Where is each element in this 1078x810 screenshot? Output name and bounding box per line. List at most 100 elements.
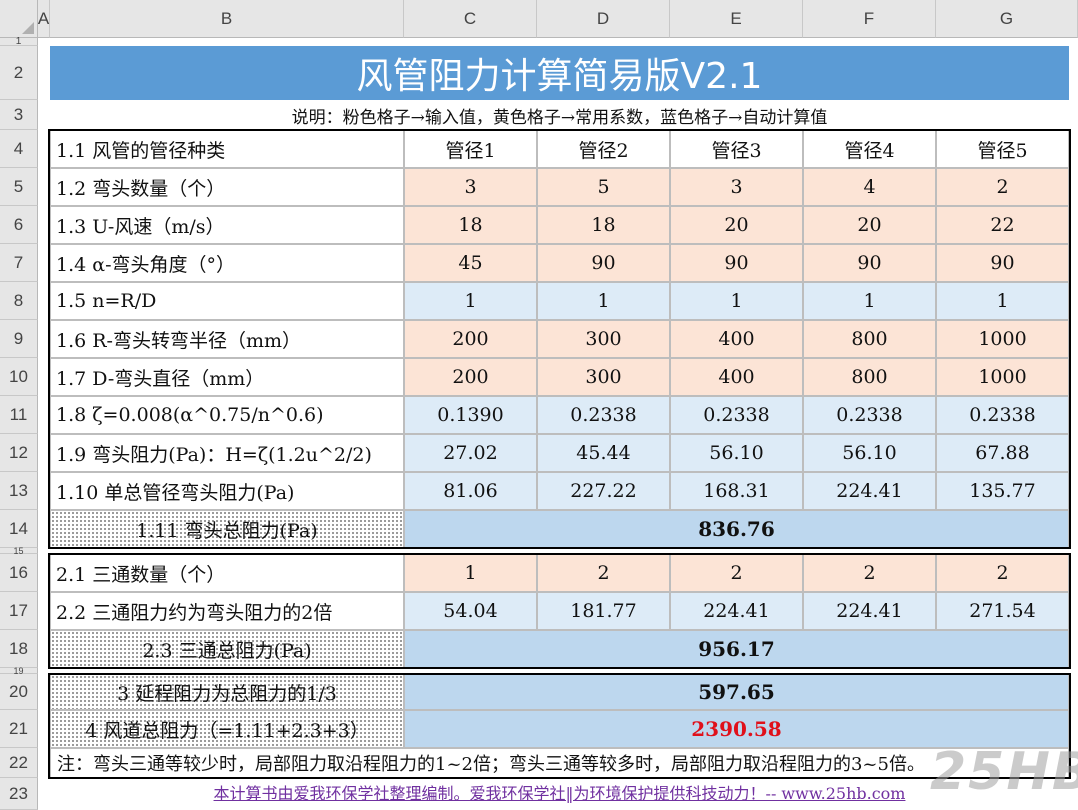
- row-label[interactable]: 1.10 单总管径弯头阻力(Pa): [50, 472, 404, 510]
- value-cell[interactable]: 1: [404, 554, 537, 592]
- row-label[interactable]: 1.6 R-弯头转弯半径（mm）: [50, 320, 404, 358]
- value-cell[interactable]: 管径5: [936, 130, 1069, 168]
- value-cell[interactable]: 1000: [936, 358, 1069, 396]
- value-cell[interactable]: 45: [404, 244, 537, 282]
- footnote[interactable]: 注：弯头三通等较少时，局部阻力取沿程阻力的1~2倍；弯头三通等较多时，局部阻力取…: [50, 748, 1069, 778]
- value-cell[interactable]: 200: [404, 320, 537, 358]
- value-cell[interactable]: 90: [537, 244, 670, 282]
- value-cell[interactable]: 5: [537, 168, 670, 206]
- column-header-a[interactable]: A: [38, 0, 50, 38]
- row-header-23[interactable]: 23: [0, 778, 38, 810]
- value-cell[interactable]: 1: [537, 282, 670, 320]
- value-cell[interactable]: 20: [670, 206, 803, 244]
- total-1-11-label[interactable]: 1.11 弯头总阻力(Pa): [50, 510, 404, 548]
- footer-credit-link[interactable]: 本计算书由爱我环保学社整理编制。爱我环保学社‖为环境保护提供科技动力！-- ww…: [213, 784, 906, 803]
- value-cell[interactable]: 54.04: [404, 592, 537, 630]
- row-label[interactable]: 1.8 ζ=0.008(α^0.75/n^0.6): [50, 396, 404, 434]
- row-header-6[interactable]: 6: [0, 206, 38, 244]
- value-cell[interactable]: 3: [404, 168, 537, 206]
- legend-note[interactable]: 说明：粉色格子→输入值，黄色格子→常用系数，蓝色格子→自动计算值: [50, 100, 1069, 130]
- row-header-11[interactable]: 11: [0, 396, 38, 434]
- value-cell[interactable]: 300: [537, 320, 670, 358]
- row-header-8[interactable]: 8: [0, 282, 38, 320]
- value-cell[interactable]: 管径1: [404, 130, 537, 168]
- value-cell[interactable]: 90: [936, 244, 1069, 282]
- row-label[interactable]: 1.2 弯头数量（个）: [50, 168, 404, 206]
- value-cell[interactable]: 227.22: [537, 472, 670, 510]
- row-header-7[interactable]: 7: [0, 244, 38, 282]
- value-cell[interactable]: 400: [670, 320, 803, 358]
- row-header-12[interactable]: 12: [0, 434, 38, 472]
- value-cell[interactable]: 1: [404, 282, 537, 320]
- row-header-14[interactable]: 14: [0, 510, 38, 548]
- row-header-21[interactable]: 21: [0, 710, 38, 748]
- value-cell[interactable]: 800: [803, 320, 936, 358]
- row-header-9[interactable]: 9: [0, 320, 38, 358]
- value-cell[interactable]: 1: [936, 282, 1069, 320]
- value-cell[interactable]: 1000: [936, 320, 1069, 358]
- column-header-c[interactable]: C: [404, 0, 537, 38]
- value-cell[interactable]: 224.41: [803, 592, 936, 630]
- value-cell[interactable]: 67.88: [936, 434, 1069, 472]
- value-cell[interactable]: 0.2338: [537, 396, 670, 434]
- row-label[interactable]: 1.7 D-弯头直径（mm）: [50, 358, 404, 396]
- total-3-label[interactable]: 3 延程阻力为总阻力的1/3: [50, 674, 404, 710]
- row-header-10[interactable]: 10: [0, 358, 38, 396]
- row-header-16[interactable]: 16: [0, 554, 38, 592]
- page-title[interactable]: 风管阻力计算简易版V2.1: [50, 46, 1069, 100]
- value-cell[interactable]: 181.77: [537, 592, 670, 630]
- total-4-label[interactable]: 4 风道总阻力（=1.11+2.3+3）: [50, 710, 404, 748]
- value-cell[interactable]: 224.41: [670, 592, 803, 630]
- value-cell[interactable]: 271.54: [936, 592, 1069, 630]
- value-cell[interactable]: 45.44: [537, 434, 670, 472]
- row-header-1[interactable]: 1: [0, 36, 38, 47]
- row-header-15[interactable]: 15: [0, 546, 38, 556]
- total-4-value[interactable]: 2390.58: [404, 710, 1069, 748]
- value-cell[interactable]: 管径4: [803, 130, 936, 168]
- value-cell[interactable]: 2: [936, 554, 1069, 592]
- row-header-2[interactable]: 2: [0, 46, 38, 100]
- value-cell[interactable]: 2: [537, 554, 670, 592]
- row-label[interactable]: 1.5 n=R/D: [50, 282, 404, 320]
- row-header-22[interactable]: 22: [0, 748, 38, 778]
- value-cell[interactable]: 18: [537, 206, 670, 244]
- column-header-e[interactable]: E: [670, 0, 803, 38]
- value-cell[interactable]: 20: [803, 206, 936, 244]
- value-cell[interactable]: 56.10: [670, 434, 803, 472]
- row-header-17[interactable]: 17: [0, 592, 38, 630]
- row-header-3[interactable]: 3: [0, 100, 38, 130]
- total-1-11-value[interactable]: 836.76: [404, 510, 1069, 548]
- value-cell[interactable]: 3: [670, 168, 803, 206]
- value-cell[interactable]: 0.2338: [803, 396, 936, 434]
- value-cell[interactable]: 135.77: [936, 472, 1069, 510]
- value-cell[interactable]: 27.02: [404, 434, 537, 472]
- value-cell[interactable]: 56.10: [803, 434, 936, 472]
- value-cell[interactable]: 200: [404, 358, 537, 396]
- value-cell[interactable]: 90: [803, 244, 936, 282]
- value-cell[interactable]: 管径3: [670, 130, 803, 168]
- total-3-value[interactable]: 597.65: [404, 674, 1069, 710]
- value-cell[interactable]: 1: [803, 282, 936, 320]
- value-cell[interactable]: 300: [537, 358, 670, 396]
- value-cell[interactable]: 18: [404, 206, 537, 244]
- value-cell[interactable]: 400: [670, 358, 803, 396]
- value-cell[interactable]: 0.1390: [404, 396, 537, 434]
- row-header-13[interactable]: 13: [0, 472, 38, 510]
- row-label[interactable]: 2.1 三通数量（个）: [50, 554, 404, 592]
- value-cell[interactable]: 0.2338: [936, 396, 1069, 434]
- row-header-20[interactable]: 20: [0, 674, 38, 710]
- value-cell[interactable]: 224.41: [803, 472, 936, 510]
- value-cell[interactable]: 2: [670, 554, 803, 592]
- column-header-f[interactable]: F: [803, 0, 936, 38]
- column-header-g[interactable]: G: [936, 0, 1078, 38]
- value-cell[interactable]: 90: [670, 244, 803, 282]
- row-header-4[interactable]: 4: [0, 130, 38, 168]
- value-cell[interactable]: 1: [670, 282, 803, 320]
- row-label[interactable]: 1.3 U-风速（m/s）: [50, 206, 404, 244]
- row-header-19[interactable]: 19: [0, 666, 38, 676]
- row-label[interactable]: 2.2 三通阻力约为弯头阻力的2倍: [50, 592, 404, 630]
- value-cell[interactable]: 4: [803, 168, 936, 206]
- value-cell[interactable]: 800: [803, 358, 936, 396]
- value-cell[interactable]: 168.31: [670, 472, 803, 510]
- total-2-3-value[interactable]: 956.17: [404, 630, 1069, 668]
